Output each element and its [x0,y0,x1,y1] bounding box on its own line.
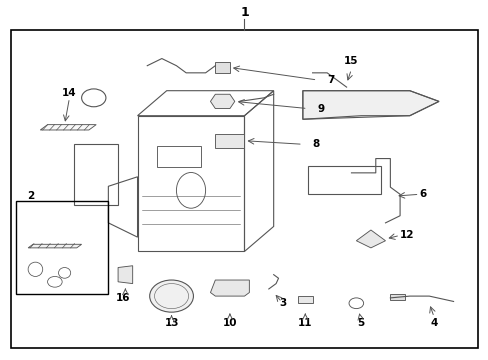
Text: 11: 11 [297,318,312,328]
Text: 14: 14 [62,88,77,98]
Text: 8: 8 [312,139,319,149]
Polygon shape [297,296,312,303]
Polygon shape [215,62,229,73]
Text: 4: 4 [429,318,437,328]
Text: 5: 5 [357,318,364,328]
Text: 2: 2 [27,192,34,202]
Polygon shape [215,134,244,148]
Text: 6: 6 [419,189,426,199]
Text: 10: 10 [222,318,237,328]
Text: 16: 16 [116,293,130,303]
Circle shape [149,280,193,312]
Polygon shape [389,294,404,300]
Text: 3: 3 [279,298,286,308]
Text: 12: 12 [399,230,414,240]
Polygon shape [118,266,132,284]
Polygon shape [356,230,385,248]
Text: 1: 1 [240,6,248,19]
Text: 13: 13 [164,318,179,328]
Text: 7: 7 [326,75,334,85]
Text: 9: 9 [317,104,324,113]
Polygon shape [210,94,234,109]
Text: 15: 15 [344,56,358,66]
Polygon shape [302,91,438,119]
Polygon shape [28,244,81,248]
Polygon shape [210,280,249,296]
Polygon shape [40,125,96,130]
